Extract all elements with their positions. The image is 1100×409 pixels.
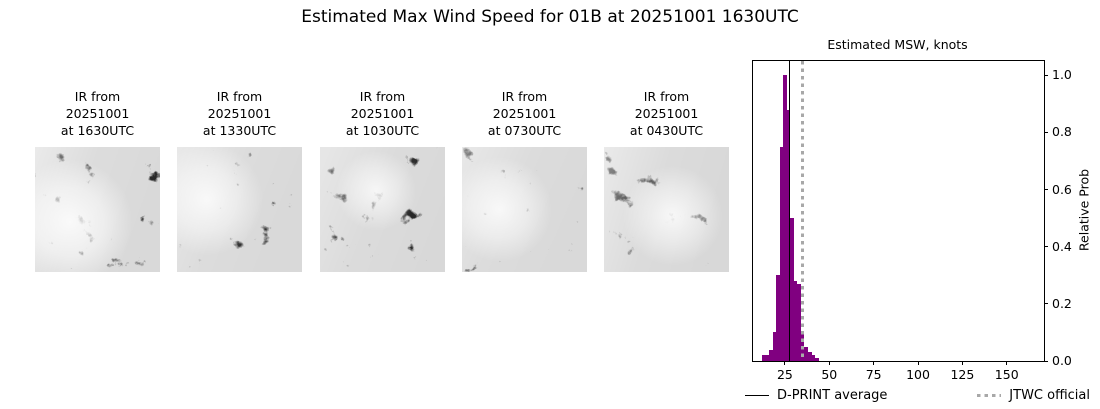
y-tick-mark: [1044, 246, 1048, 248]
y-tick-label: 0.0: [1052, 353, 1072, 368]
histogram-bar: [776, 275, 780, 361]
x-tick-mark: [961, 361, 963, 365]
figure-title: Estimated Max Wind Speed for 01B at 2025…: [301, 7, 799, 27]
histogram-bar: [786, 109, 791, 361]
x-tick-mark: [1006, 361, 1008, 365]
jtwc-official-line: [800, 61, 805, 361]
dprint-average-line: [788, 61, 791, 361]
x-tick-label: 150: [994, 367, 1019, 382]
histogram-bar: [779, 146, 784, 361]
ir-satellite-image: [177, 147, 302, 272]
histogram-bar: [804, 346, 808, 361]
y-tick-mark: [1044, 189, 1048, 191]
ir-satellite-image: [604, 147, 729, 272]
ir-satellite-image: [35, 147, 160, 272]
y-tick-mark: [1044, 74, 1048, 76]
solid-line-swatch: [745, 395, 769, 396]
x-tick-mark: [828, 361, 830, 365]
legend-item-dprint-average: D-PRINT average: [745, 388, 887, 403]
histogram-bar: [772, 332, 777, 361]
x-tick-label: 75: [865, 367, 882, 382]
histogram-bar: [815, 358, 819, 361]
histogram-bar: [790, 218, 794, 361]
ir-panel-4: IR from 20251001 at 0730UTC: [462, 88, 587, 272]
histogram-plot-area: 25 50 75 100 125 150 0.0 0.2 0.4 0.6 0.8 1.0: [752, 60, 1072, 382]
x-tick-label: 125: [950, 367, 975, 382]
y-tick-label: 0.2: [1052, 295, 1072, 311]
x-tick-mark: [873, 361, 875, 365]
ir-panel-label: IR from 20251001 at 0730UTC: [487, 89, 562, 138]
histogram-bar: [761, 355, 766, 361]
legend-item-jtwc-official: JTWC official: [977, 388, 1090, 403]
ir-panel-1: IR from 20251001 at 1630UTC: [35, 88, 160, 272]
y-tick-mark: [1044, 131, 1048, 133]
ir-satellite-image: [320, 147, 445, 272]
x-tick-mark: [917, 361, 919, 365]
histogram-bar: [811, 355, 816, 361]
y-tick-label: 1.0: [1052, 67, 1072, 83]
y-tick-mark: [1044, 360, 1048, 362]
x-tick-label: 100: [906, 367, 930, 382]
legend: D-PRINT average JTWC official: [745, 388, 1090, 403]
histogram-bar: [808, 352, 812, 361]
legend-label-dprint-average: D-PRINT average: [777, 388, 888, 403]
dotted-line-swatch: [977, 393, 1002, 398]
chart-title: Estimated MSW, knots: [827, 37, 968, 52]
ir-panel-label: IR from 20251001 at 1030UTC: [345, 89, 420, 138]
histogram-bar: [783, 75, 787, 361]
histogram-bar: [765, 355, 769, 361]
ir-panel-2: IR from 20251001 at 1330UTC: [177, 88, 302, 272]
histogram-bar: [793, 281, 798, 361]
y-tick-mark: [1044, 303, 1048, 305]
ir-panel-5: IR from 20251001 at 0430UTC: [604, 88, 729, 272]
y-axis-label: Relative Prob: [1076, 168, 1092, 252]
legend-label-jtwc-official: JTWC official: [1009, 388, 1090, 403]
ir-panel-label: IR from 20251001 at 0430UTC: [629, 89, 704, 138]
x-tick-label: 25: [776, 367, 793, 382]
x-tick-mark: [784, 361, 786, 365]
ir-satellite-image: [462, 147, 587, 272]
ir-panel-label: IR from 20251001 at 1630UTC: [60, 89, 135, 138]
x-tick-label: 50: [821, 367, 838, 382]
ir-panel-3: IR from 20251001 at 1030UTC: [320, 88, 445, 272]
histogram-bar: [797, 283, 801, 361]
histogram-bar: [768, 349, 773, 361]
y-tick-label: 0.4: [1052, 238, 1072, 254]
y-tick-label: 0.8: [1052, 124, 1072, 140]
y-tick-label: 0.6: [1052, 181, 1072, 197]
ir-panel-label: IR from 20251001 at 1330UTC: [202, 89, 277, 138]
